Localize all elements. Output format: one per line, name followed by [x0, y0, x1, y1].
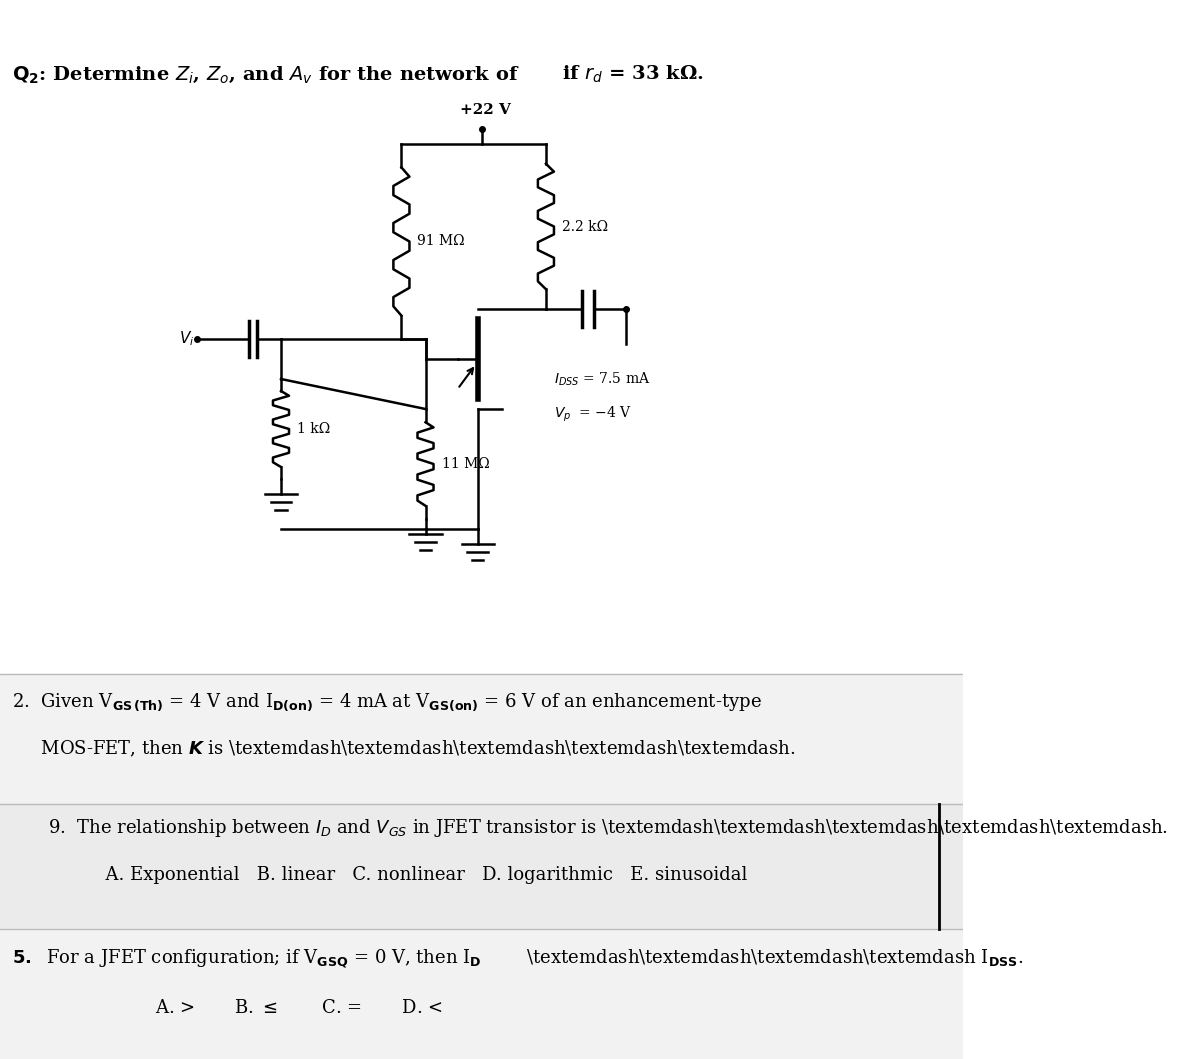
Text: 2.  Given V$_{\mathbf{GS\,(Th)}}$ = 4 V and I$_{\mathbf{D(on)}}$ = 4 mA at V$_{\: 2. Given V$_{\mathbf{GS\,(Th)}}$ = 4 V a… [12, 692, 762, 713]
Text: 11 MΩ: 11 MΩ [442, 457, 490, 471]
Text: MOS-FET, then $\boldsymbol{K}$ is \textemdash\textemdash\textemdash\textemdash\t: MOS-FET, then $\boldsymbol{K}$ is \texte… [12, 739, 796, 759]
Bar [0, 929, 964, 1059]
Text: $V_i$: $V_i$ [179, 329, 194, 348]
Text: 1 kΩ: 1 kΩ [298, 421, 330, 436]
Text: 2.2 kΩ: 2.2 kΩ [562, 219, 608, 233]
Bar [0, 804, 964, 929]
Text: $\mathbf{Q_2}$: Determine $Z_i$, $Z_o$, and $A_v$ for the network of: $\mathbf{Q_2}$: Determine $Z_i$, $Z_o$, … [12, 64, 520, 85]
Text: if $r_d$ = 33 kΩ.: if $r_d$ = 33 kΩ. [562, 64, 703, 86]
Bar [0, 674, 964, 804]
Bar [0, 0, 964, 674]
Text: A. Exponential   B. linear   C. nonlinear   D. logarithmic   E. sinusoidal: A. Exponential B. linear C. nonlinear D.… [48, 866, 748, 884]
Text: +22 V: +22 V [461, 103, 511, 116]
Text: $I_{DSS}$ = 7.5 mA: $I_{DSS}$ = 7.5 mA [554, 371, 650, 388]
Text: $\mathbf{5.}$  For a JFET configuration; if V$_{\mathbf{GSQ}}$ = 0 V, then I$_\m: $\mathbf{5.}$ For a JFET configuration; … [12, 947, 1024, 969]
Text: 9.  The relationship between $I_D$ and $V_{GS}$ in JFET transistor is \textemdas: 9. The relationship between $I_D$ and $V… [48, 816, 1169, 839]
Text: 91 MΩ: 91 MΩ [418, 234, 466, 249]
Text: $V_p$  = −4 V: $V_p$ = −4 V [554, 405, 632, 424]
Text: A. >       B. $\leq$       C. =       D. <: A. > B. $\leq$ C. = D. < [12, 999, 443, 1017]
